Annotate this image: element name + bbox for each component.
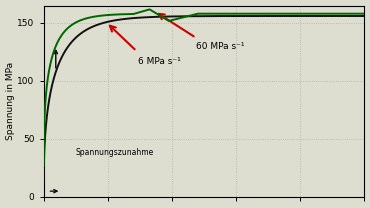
Text: 60 MPa s⁻¹: 60 MPa s⁻¹ xyxy=(196,42,245,51)
Text: 6 MPa s⁻¹: 6 MPa s⁻¹ xyxy=(138,57,181,66)
Y-axis label: Spannung in MPa: Spannung in MPa xyxy=(6,62,14,140)
Text: Spannungszunahme: Spannungszunahme xyxy=(76,148,154,157)
